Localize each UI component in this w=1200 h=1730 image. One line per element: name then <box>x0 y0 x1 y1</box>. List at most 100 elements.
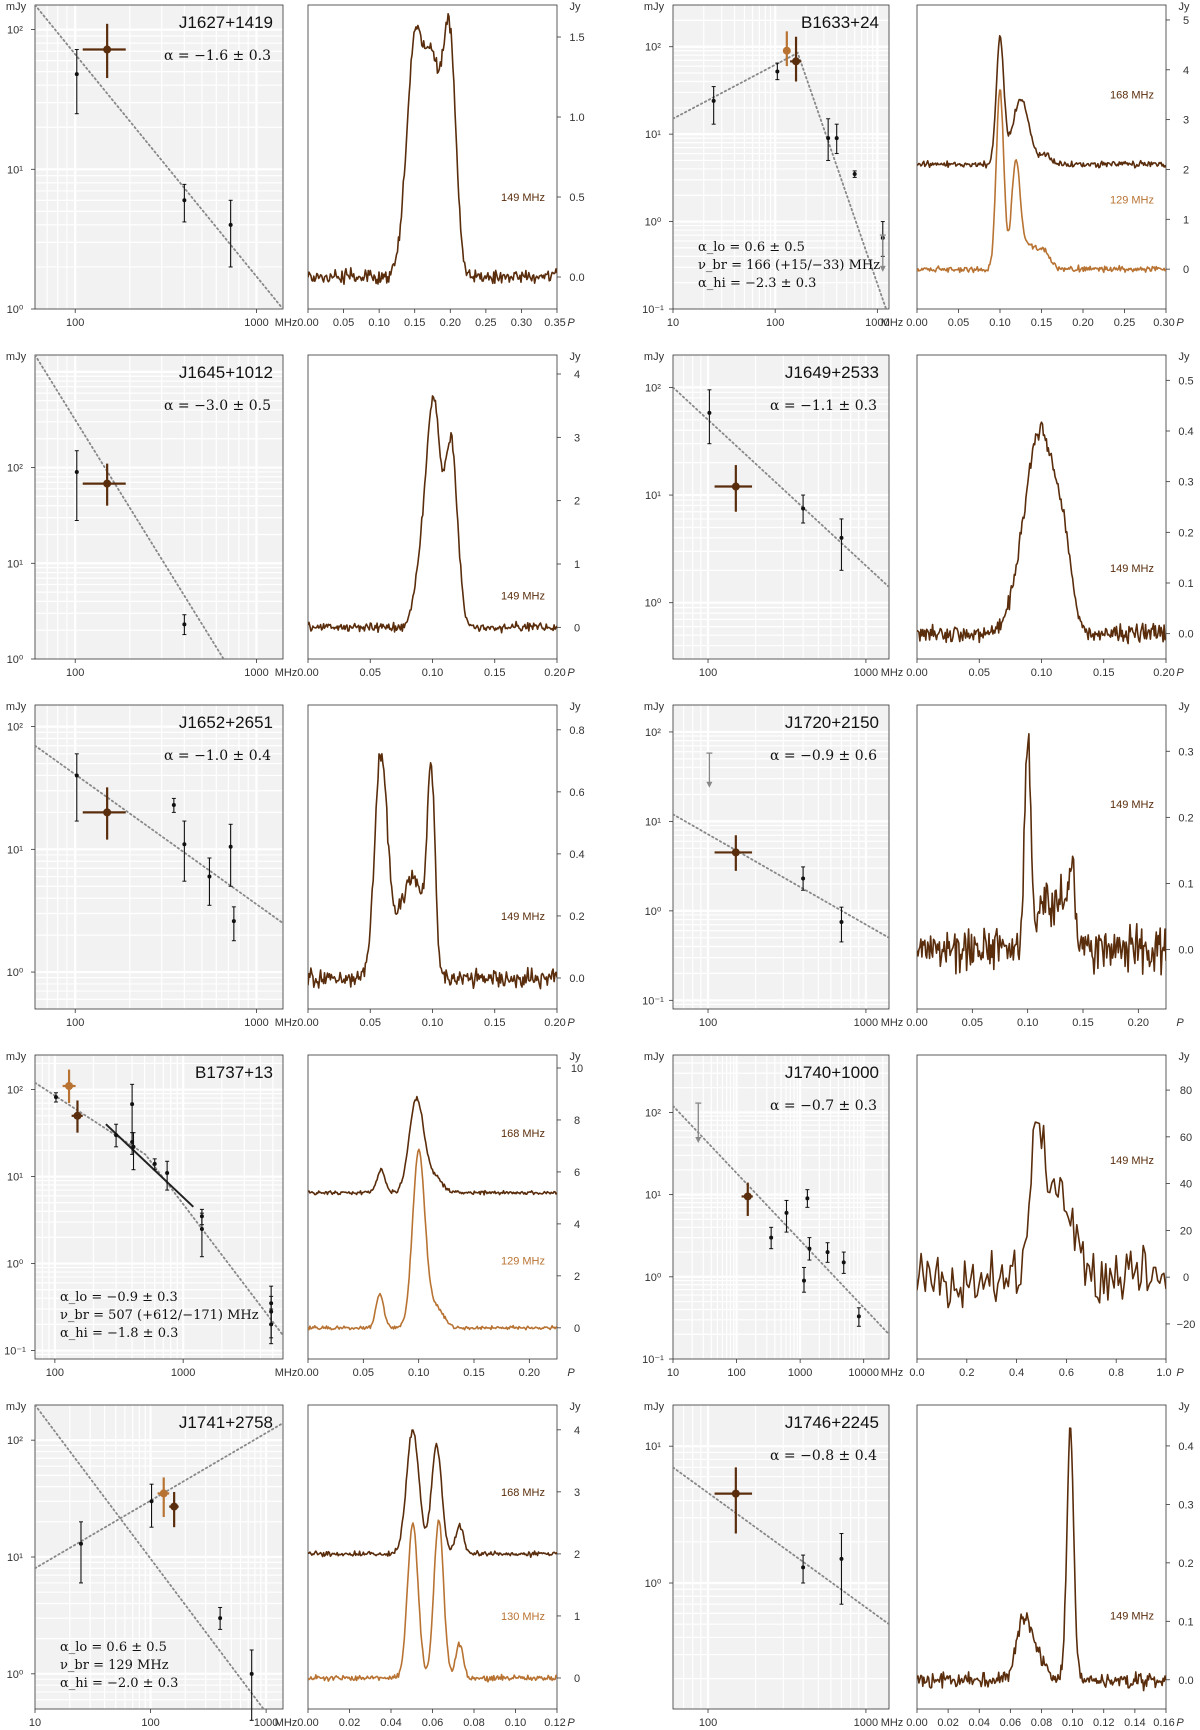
profile-ytick-label: 1.0 <box>569 112 584 124</box>
data-marker <box>165 1170 170 1175</box>
spectrum-fit-line <box>673 51 888 309</box>
profile-xtick-label: 0.20 <box>1153 667 1174 679</box>
broken-powerlaw-param: ν_br = 129 MHz <box>60 1658 169 1673</box>
data-marker <box>228 222 233 227</box>
spectrum-yunit: mJy <box>6 701 27 713</box>
profile-chart: 149 MHz 0.00 0.05 0.10 0.15 0.20 0.0 0.2 0.4 0.6 0… <box>297 701 584 1029</box>
data-marker <box>78 1541 83 1546</box>
profile-trace <box>917 1121 1166 1309</box>
profile-xtick-label: 0.04 <box>380 1717 401 1729</box>
profile-xtick-label: 0.00 <box>297 1717 318 1729</box>
data-marker <box>103 808 112 817</box>
profile-ytick-label: 2 <box>1183 164 1189 176</box>
spectral-index: α = −1.6 ± 0.3 <box>164 48 271 64</box>
spectrum-point <box>807 1237 812 1261</box>
profile-xtick-label: 0.05 <box>360 1017 381 1029</box>
spectrum-fit-line <box>35 1422 283 1570</box>
spectrum-chart: 100 1000 10⁰ 10¹ 10² mJy MHz J1627+1419 α = −1.6… <box>6 1 297 329</box>
profile-xtick-label: 0.35 <box>544 317 565 329</box>
profile-chart: 168 MHz 129 MHz 0.00 0.05 0.10 0.15 0.20 0 2 4 6 8 1… <box>297 1051 583 1379</box>
pulsar-panel-J1649-2533: 100 1000 10⁰ 10¹ 10² mJy MHz J1649+2533 α = −1.1… <box>644 351 1194 679</box>
pulsar-name: J1740+1000 <box>785 1063 879 1082</box>
spectrum-point <box>157 1477 170 1517</box>
profile-xtick-label: 0.20 <box>1072 317 1093 329</box>
spectrum-ytick-label: 10² <box>645 42 661 54</box>
spectrum-frame <box>34 704 284 1010</box>
data-marker <box>839 1556 844 1561</box>
data-marker <box>53 1095 58 1100</box>
profile-xtick-label: 0.30 <box>1153 317 1174 329</box>
spectrum-point <box>801 1554 806 1584</box>
profile-ytick-label: 0.0 <box>1178 629 1193 641</box>
data-marker <box>839 535 844 540</box>
spectrum-point <box>82 463 126 506</box>
data-marker <box>114 1133 119 1138</box>
data-marker <box>852 172 857 177</box>
spectrum-yunit: mJy <box>6 1 27 13</box>
profile-xtick-label: 0.00 <box>297 1017 318 1029</box>
spectrum-grid <box>35 5 283 309</box>
data-marker <box>228 844 233 849</box>
spectrum-point <box>711 86 716 125</box>
pulsar-panel-J1652-2651: 100 1000 10⁰ 10¹ 10² mJy MHz J1652+2651 α = −1.0… <box>6 701 585 1029</box>
profile-chart: 149 MHz 0.00 0.05 0.10 0.15 0.20 0.25 0.30 0.35 0… <box>297 1 584 329</box>
profile-ytick-label: 0.1 <box>1178 1616 1193 1628</box>
spectrum-ytick-label: 10² <box>7 1085 23 1097</box>
profile-xtick-label: 0.10 <box>422 667 443 679</box>
profile-frame <box>916 1054 1167 1360</box>
spectrum-frame <box>34 354 284 660</box>
profile-ytick-label: 0.6 <box>569 787 584 799</box>
spectrum-frame <box>672 704 890 1010</box>
profile-yunit: Jy <box>1179 1 1191 13</box>
spectrum-yunit: mJy <box>6 1051 27 1063</box>
profile-ytick-label: 0.0 <box>1178 945 1193 957</box>
profile-ytick-label: 4 <box>1183 65 1189 77</box>
profile-ytick-label: 0.5 <box>569 192 584 204</box>
spectrum-point <box>707 389 712 445</box>
profile-ytick-label: 0 <box>574 1673 580 1685</box>
profile-trace <box>308 1148 557 1331</box>
spectrum-ytick-label: 10⁰ <box>7 1669 24 1681</box>
spectrum-point <box>231 906 236 942</box>
profile-ytick-label: 6 <box>574 1167 580 1179</box>
spectrum-ytick-label: 10² <box>645 382 661 394</box>
profile-xtick-label: 1.0 <box>1156 1367 1171 1379</box>
spectrum-xtick-label: 100 <box>699 1717 717 1729</box>
profile-frequency-label: 168 MHz <box>501 1128 545 1140</box>
profile-xunit: P <box>1176 317 1184 329</box>
profile-xtick-label: 0.10 <box>408 1367 429 1379</box>
profile-xtick-label: 0.05 <box>948 317 969 329</box>
profile-frame <box>916 354 1167 660</box>
spectrum-point <box>782 31 791 67</box>
profile-ytick-label: 0.2 <box>569 911 584 923</box>
profile-ytick-label: 0.2 <box>1178 812 1193 824</box>
profile-xtick-label: 0.00 <box>906 1717 927 1729</box>
profile-ytick-label: −20 <box>1177 1319 1196 1331</box>
spectrum-point <box>714 1467 753 1534</box>
spectrum-point <box>53 1092 58 1103</box>
profile-ytick-label: 0.0 <box>569 973 584 985</box>
profile-frequency-label: 129 MHz <box>1110 194 1154 206</box>
spectrum-xtick-label: 1000 <box>244 1017 268 1029</box>
profile-xtick-label: 0.25 <box>1114 317 1135 329</box>
profile-xtick-label: 0.8 <box>1109 1367 1124 1379</box>
spectrum-xtick-label: 100 <box>699 1017 717 1029</box>
pulsar-panel-J1627-1419: 100 1000 10⁰ 10¹ 10² mJy MHz J1627+1419 α = −1.6… <box>6 1 585 329</box>
spectrum-point <box>839 518 844 571</box>
spectrum-ytick-label: 10¹ <box>645 1441 661 1453</box>
spectrum-ytick-label: 10⁻¹ <box>4 1346 26 1358</box>
pulsar-panel-J1746-2245: 100 1000 10⁰ 10¹ mJy MHz J1746+2245 α = −0.8 ± … <box>644 1401 1194 1729</box>
spectrum-xtick-label: 1000 <box>854 1017 878 1029</box>
profile-chart: 149 MHz 0.00 0.05 0.10 0.15 0.20 0.0 0.1 0.2 0.3 0… <box>906 351 1193 679</box>
spectrum-ytick-label: 10² <box>7 722 23 734</box>
profile-xtick-label: 0.4 <box>1009 1367 1024 1379</box>
spectral-index: α = −1.1 ± 0.3 <box>770 398 877 414</box>
spectrum-ytick-label: 10¹ <box>7 164 23 176</box>
spectrum-point <box>152 1158 157 1171</box>
spectrum-ytick-label: 10² <box>645 727 661 739</box>
spectrum-yunit: mJy <box>644 1401 665 1413</box>
spectrum-xtick-label: 1000 <box>788 1367 812 1379</box>
profile-xunit: P <box>567 667 575 679</box>
spectrum-xtick-label: 1000 <box>244 667 268 679</box>
spectrum-grid <box>35 355 283 659</box>
